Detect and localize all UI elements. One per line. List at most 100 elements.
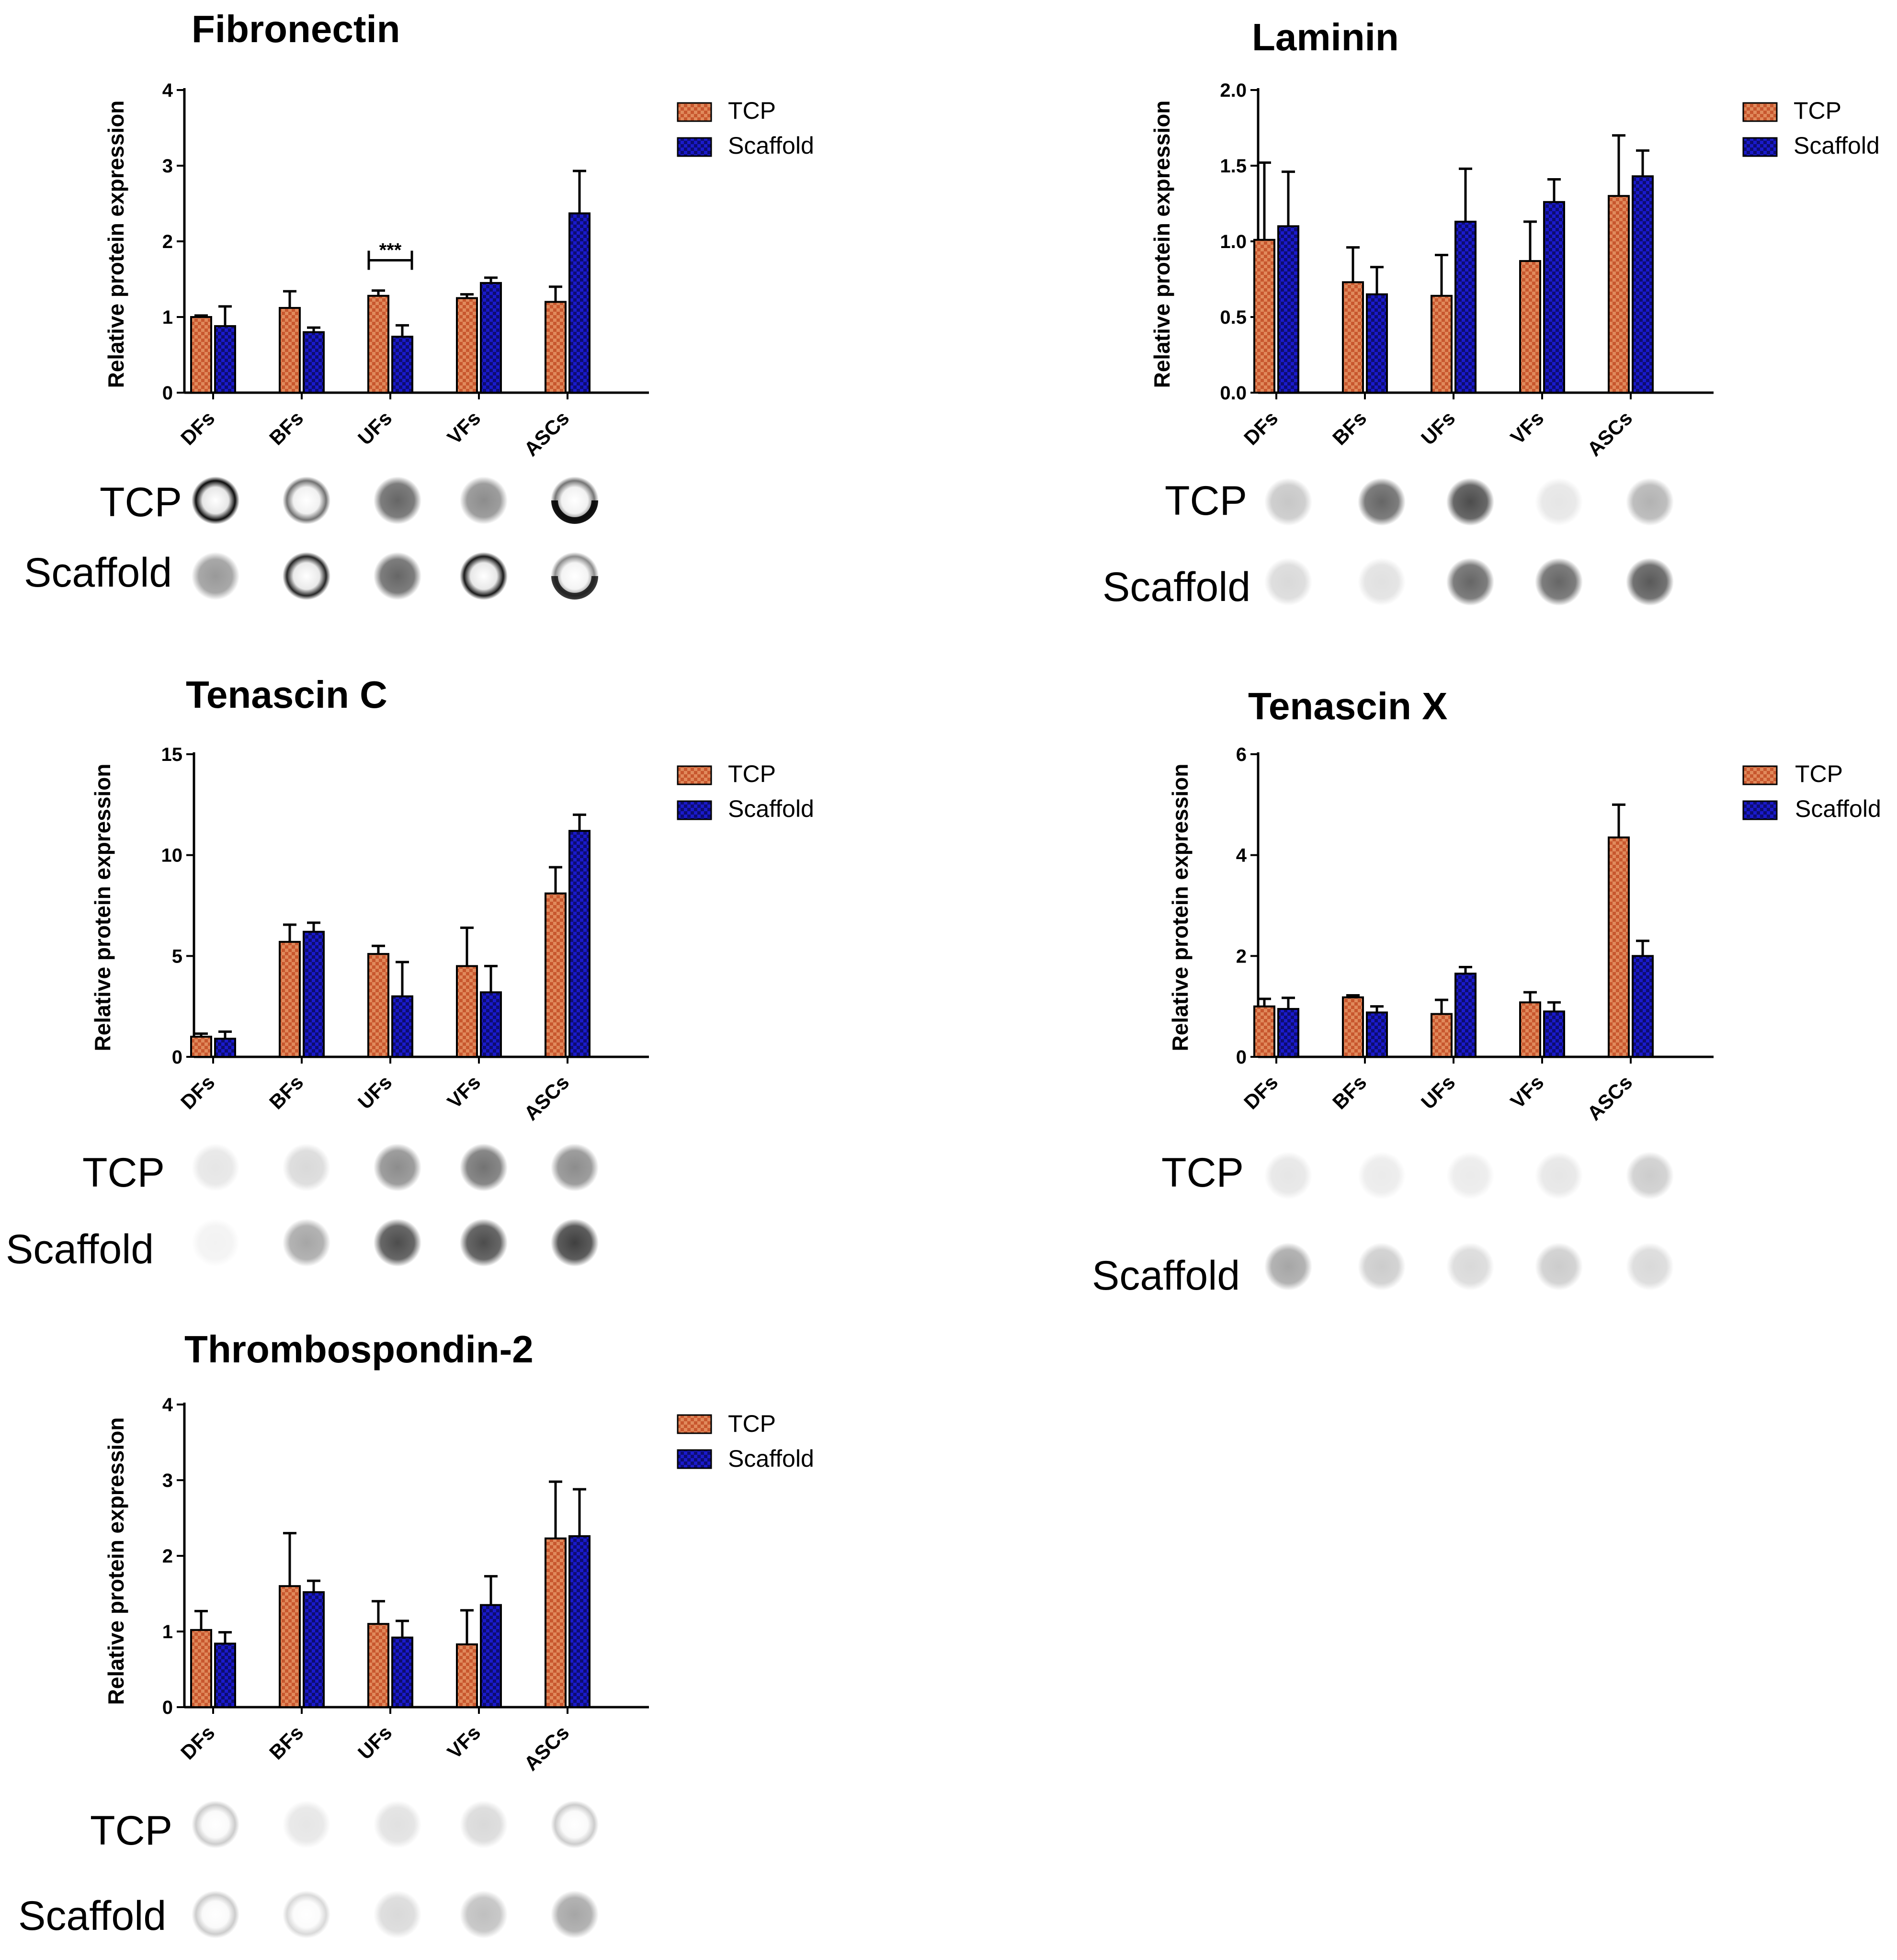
dot-blot: [551, 1219, 599, 1267]
dot-blot: [460, 1891, 508, 1938]
dot-blot: [374, 476, 421, 524]
dot-blot-crescent: [551, 500, 598, 524]
dot-blot: [1626, 478, 1674, 526]
y-tick-label: 3: [162, 156, 173, 177]
dot-blot: [192, 1891, 239, 1938]
bar-tcp: [279, 940, 301, 1058]
x-tick-label: ASCs: [520, 1071, 573, 1124]
dot-blot: [283, 1144, 330, 1191]
panel-fibronectin: Fibronectin Relative protein expression …: [24, 8, 814, 600]
bar-tcp: [190, 1629, 212, 1709]
bar-tcp: [1342, 996, 1364, 1058]
legend-swatch-tcp: [677, 765, 712, 785]
chart-title: Tenascin C: [186, 673, 387, 716]
bar-tcp: [545, 1537, 567, 1708]
bar-scaffold: [1632, 955, 1654, 1058]
blot-row-tcp: TCP: [100, 476, 599, 525]
y-tick-label: 6: [1236, 744, 1247, 765]
bar-tcp: [456, 965, 478, 1058]
bar-scaffold: [1366, 293, 1388, 394]
x-tick-label: VFs: [1506, 407, 1548, 449]
x-tick-label: ASCs: [520, 407, 573, 460]
y-tick-label: 4: [162, 80, 173, 101]
y-axis-label: Relative protein expression: [1149, 101, 1174, 388]
y-tick-label: 1.5: [1220, 156, 1247, 177]
x-tick-label: DFs: [1239, 407, 1282, 449]
y-tick-label: 15: [161, 744, 183, 765]
x-tick-label: UFs: [1417, 407, 1459, 449]
y-tick-label: 2: [162, 231, 173, 252]
dot-blot: [192, 1801, 239, 1848]
x-tick-label: VFs: [443, 1071, 485, 1113]
dot-blot: [1264, 1243, 1312, 1291]
bar-scaffold: [1543, 1010, 1565, 1058]
y-tick-label: 10: [161, 845, 183, 866]
x-tick-label: BFs: [1328, 407, 1371, 449]
dot-blot: [374, 552, 421, 600]
chart-title: Fibronectin: [192, 8, 400, 50]
y-tick-label: 3: [162, 1470, 173, 1491]
bar-tcp: [1253, 1005, 1275, 1058]
dot-blot: [1446, 478, 1494, 526]
x-tick-label: DFs: [176, 1071, 219, 1113]
bar-tcp: [279, 307, 301, 394]
blot-row-scaffold: Scaffold: [1092, 1243, 1674, 1299]
bar-scaffold: [480, 1604, 502, 1708]
blot-row-label-scaffold: Scaffold: [1102, 564, 1250, 610]
significance-label: ***: [379, 240, 402, 261]
bar-scaffold: [568, 830, 591, 1058]
y-axis-label: Relative protein expression: [90, 764, 115, 1052]
bar-tcp: [1431, 295, 1453, 394]
y-tick-label: 0.5: [1220, 307, 1247, 328]
dot-blot: [1535, 558, 1583, 606]
dot-blot: [192, 1144, 239, 1191]
bar-tcp: [190, 316, 212, 394]
bar-scaffold: [568, 212, 591, 394]
legend-label-scaffold: Scaffold: [728, 1445, 814, 1472]
y-tick-label: 2: [162, 1546, 173, 1567]
plot-area: 0 2 4 6 DFs BFs UFs VFs ASCs: [1236, 744, 1714, 1125]
bar-scaffold: [214, 325, 236, 394]
dot-blot: [1446, 1152, 1494, 1200]
legend: TCP Scaffold: [1742, 760, 1881, 822]
dot-blot: [374, 1801, 421, 1848]
y-axis-label: Relative protein expression: [103, 1417, 128, 1705]
chart-title: Thrombospondin-2: [184, 1328, 534, 1371]
blot-row-scaffold: Scaffold: [24, 550, 599, 600]
blot-row-label-tcp: TCP: [82, 1150, 165, 1196]
x-tick-label: BFs: [265, 407, 307, 449]
blot-row-tcp: TCP: [82, 1144, 599, 1196]
legend-swatch-scaffold: [677, 137, 712, 157]
bar-scaffold: [391, 995, 413, 1058]
legend-swatch-scaffold: [1742, 137, 1778, 157]
bar-scaffold: [1277, 1008, 1299, 1058]
x-tick-label: UFs: [353, 1721, 396, 1764]
dot-blot: [283, 1219, 330, 1267]
blot-row-tcp: TCP: [1165, 478, 1674, 526]
chart-title: Laminin: [1252, 16, 1399, 58]
dot-blot: [1358, 1243, 1406, 1291]
dot-blot: [551, 1801, 599, 1848]
legend-label-scaffold: Scaffold: [1795, 795, 1881, 822]
dot-blot: [460, 476, 508, 524]
bar-tcp: [1519, 260, 1541, 394]
blot-row-label-tcp: TCP: [1165, 478, 1247, 524]
panel-tenascin-x: Tenascin X Relative protein expression 0…: [1092, 685, 1881, 1299]
bar-tcp: [1342, 281, 1364, 394]
panel-thrombospondin-2: Thrombospondin-2 Relative protein expres…: [18, 1328, 814, 1939]
dot-blot: [283, 1891, 330, 1938]
blot-row-label-scaffold: Scaffold: [1092, 1253, 1240, 1299]
dot-blot: [374, 1144, 421, 1191]
bar-tcp: [367, 295, 389, 394]
dot-blot: [551, 1144, 599, 1191]
y-tick-label: 0.0: [1220, 383, 1247, 404]
x-tick-label: DFs: [1239, 1071, 1282, 1113]
dot-blot: [1626, 558, 1674, 606]
legend: TCP Scaffold: [1742, 97, 1880, 159]
dot-blot: [460, 552, 508, 600]
y-tick-label: 0: [172, 1047, 182, 1068]
dot-blot: [460, 1144, 508, 1191]
y-tick-label: 2.0: [1220, 80, 1247, 101]
dot-blot: [283, 476, 330, 524]
legend-swatch-tcp: [1742, 765, 1778, 785]
